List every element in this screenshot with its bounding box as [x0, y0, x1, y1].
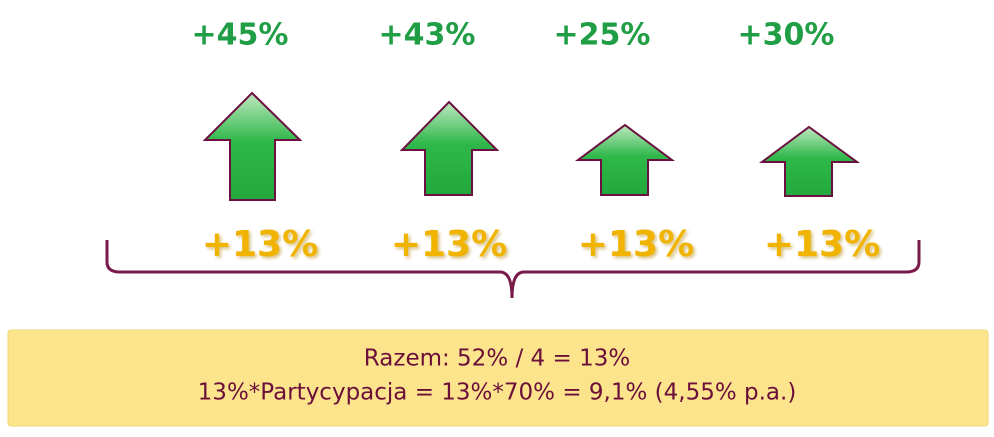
bottom-label: +13% — [391, 224, 507, 265]
bottom-label: +13% — [202, 224, 318, 265]
up-arrow — [399, 100, 500, 196]
summary-line: Razem: 52% / 4 = 13% — [364, 346, 630, 372]
top-label: +43% — [379, 18, 476, 53]
up-arrow — [758, 125, 861, 197]
summary-box — [7, 329, 989, 427]
top-label: +25% — [554, 18, 651, 53]
up-arrow — [574, 123, 676, 196]
top-label: +45% — [192, 18, 289, 53]
bottom-label: +13% — [578, 224, 694, 265]
summary-line: 13%*Partycypacja = 13%*70% = 9,1% (4,55%… — [198, 380, 797, 406]
up-arrow — [202, 91, 303, 201]
brace — [105, 240, 921, 299]
top-label: +30% — [738, 18, 835, 53]
bottom-label: +13% — [764, 224, 880, 265]
